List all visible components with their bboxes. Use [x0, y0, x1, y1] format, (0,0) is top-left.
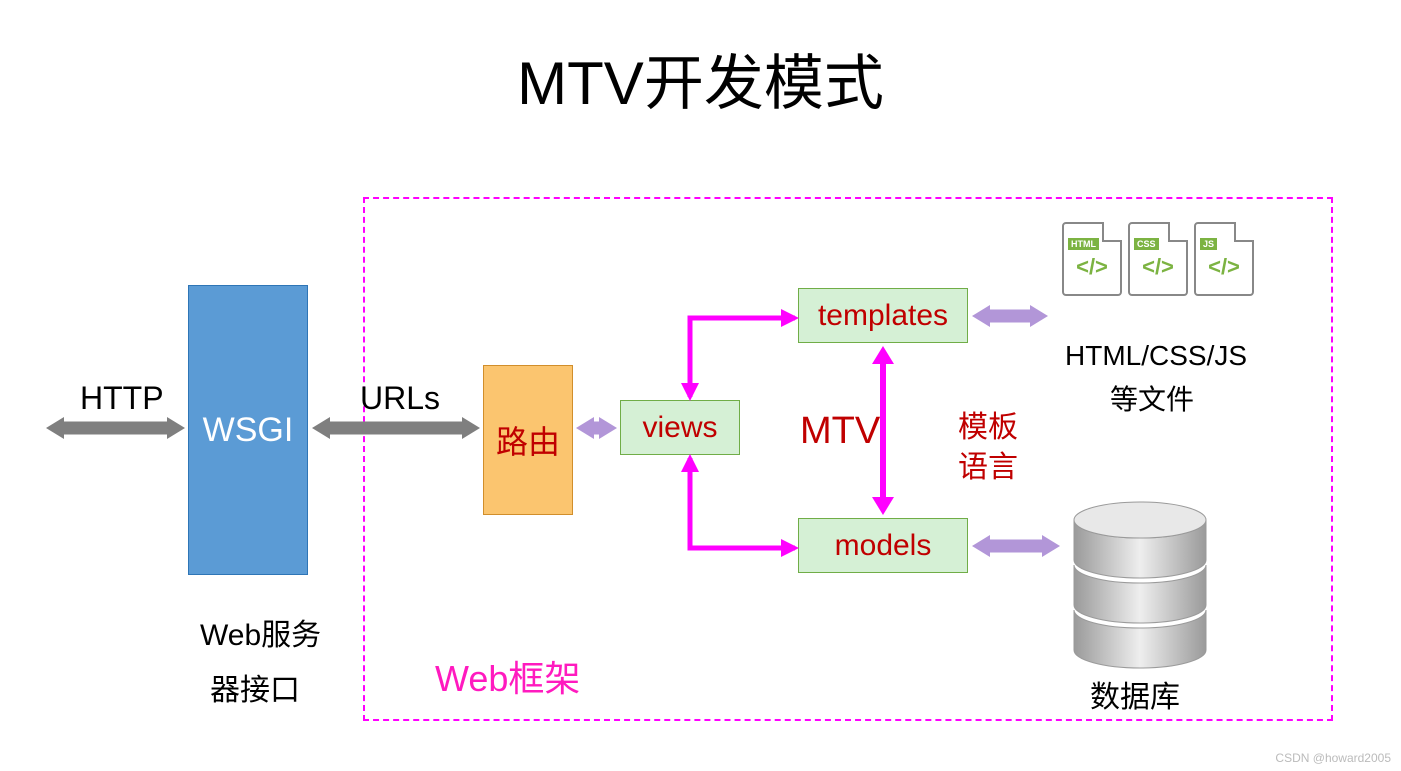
watermark: CSDN @howard2005	[1275, 751, 1391, 765]
connectors-layer	[0, 0, 1401, 771]
